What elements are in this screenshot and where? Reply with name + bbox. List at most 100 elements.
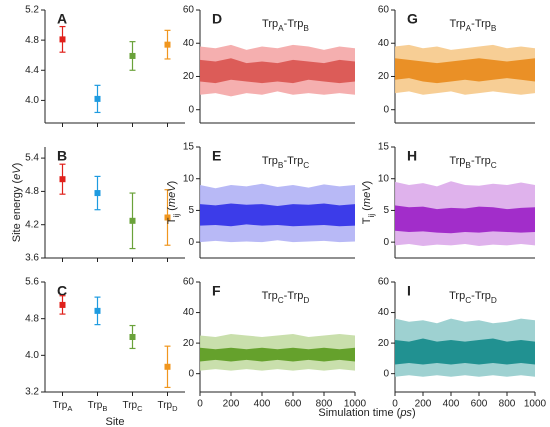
point <box>129 334 136 340</box>
y-tick-label: 20 <box>378 338 390 349</box>
text-part: Trp <box>262 155 278 167</box>
panel-title: TrpC-TrpD <box>449 290 497 305</box>
text-part: -Trp <box>284 18 304 30</box>
point <box>94 307 101 314</box>
text-part: ) <box>11 163 23 167</box>
band <box>395 58 535 84</box>
panel-title: TrpB-TrpC <box>262 155 309 170</box>
text-part: meV <box>361 183 373 207</box>
text-part: B <box>465 161 471 170</box>
text-part: D <box>172 404 178 413</box>
text-part: ) <box>361 181 373 185</box>
x-axis-label: Site <box>106 416 125 427</box>
point <box>94 190 101 197</box>
y-tick-label: 3.6 <box>25 253 39 264</box>
text-part: -Trp <box>283 155 303 167</box>
point <box>129 217 136 224</box>
x-tick-label: 600 <box>471 399 488 410</box>
y-tick-label: 4.0 <box>25 350 39 361</box>
text-part: Trp <box>262 290 278 302</box>
band <box>200 347 355 362</box>
x-tick-label: TrpA <box>53 400 73 414</box>
y-tick-label: 20 <box>183 71 195 82</box>
y-tick-label: 15 <box>183 142 195 153</box>
text-part: Trp <box>53 400 68 411</box>
point <box>164 214 171 221</box>
text-part: Trp <box>449 290 465 302</box>
text-part: Site energy ( <box>11 180 23 243</box>
x-tick-label: 0 <box>197 399 203 410</box>
y-tick-label: 40 <box>378 38 390 49</box>
point <box>94 95 101 102</box>
text-part: C <box>137 404 143 413</box>
y-axis-label: Site energy (eV) <box>11 163 23 243</box>
y-tick-label: 0 <box>383 368 389 379</box>
panel-title: TrpA-TrpB <box>262 18 309 33</box>
text-part: B <box>491 24 497 33</box>
text-part: D <box>491 296 497 305</box>
x-tick-label: 800 <box>316 399 333 410</box>
band <box>395 338 535 365</box>
panel-title: TrpC-TrpD <box>262 290 310 305</box>
x-tick-label: TrpD <box>157 400 178 414</box>
panel-title: TrpB-TrpC <box>449 155 496 170</box>
y-tick-label: 20 <box>378 71 390 82</box>
y-tick-label: 10 <box>378 173 390 184</box>
x-tick-label: 1000 <box>524 399 547 410</box>
text-part: C <box>491 161 497 170</box>
text-part: B <box>303 24 309 33</box>
text-part: T <box>166 217 178 224</box>
point <box>164 41 171 48</box>
text-part: meV <box>166 183 178 207</box>
text-part: A <box>278 24 284 33</box>
text-part: A <box>67 404 72 413</box>
y-tick-label: 40 <box>378 307 390 318</box>
band <box>200 58 355 84</box>
y-tick-label: 10 <box>183 173 195 184</box>
x-tick-label: 1000 <box>344 399 367 410</box>
text-part: D <box>303 296 309 305</box>
y-tick-label: 3.2 <box>25 387 39 398</box>
y-tick-label: 40 <box>183 307 195 318</box>
x-tick-label: 600 <box>285 399 302 410</box>
text-part: ps <box>399 407 412 419</box>
text-part: ( <box>166 207 178 214</box>
text-part: T <box>361 217 373 224</box>
y-tick-label: 4.2 <box>25 219 39 230</box>
panel-letter: F <box>212 283 221 299</box>
point <box>129 52 136 59</box>
y-tick-label: 5.6 <box>25 277 39 288</box>
text-part: ij <box>367 214 376 218</box>
y-tick-label: 20 <box>183 338 195 349</box>
text-part: -Trp <box>284 290 304 302</box>
text-part: ij <box>172 214 181 218</box>
text-part: Simulation time ( <box>318 407 400 419</box>
panel-letter: B <box>57 148 67 164</box>
y-tick-label: 4.8 <box>25 35 39 46</box>
y-tick-label: 5.2 <box>25 5 39 16</box>
y-tick-label: 0 <box>188 237 194 248</box>
y-tick-label: 60 <box>183 5 195 16</box>
text-part: -Trp <box>471 18 491 30</box>
y-tick-label: 4.0 <box>25 95 39 106</box>
y-tick-label: 5 <box>383 205 389 216</box>
text-part: Trp <box>88 400 103 411</box>
y-axis-label: Tij (meV) <box>361 181 376 224</box>
panel-letter: A <box>57 11 67 27</box>
text-part: ) <box>166 181 178 185</box>
y-tick-label: 5 <box>188 205 194 216</box>
text-part: ( <box>361 207 373 214</box>
text-part: -Trp <box>471 290 491 302</box>
y-tick-label: 0 <box>383 104 389 115</box>
panel-letter: E <box>212 148 221 164</box>
y-tick-label: 15 <box>378 142 390 153</box>
text-part: Trp <box>122 400 137 411</box>
panel-title: TrpA-TrpB <box>450 18 497 33</box>
y-tick-label: 60 <box>378 5 390 16</box>
x-tick-label: 400 <box>254 399 271 410</box>
point <box>59 176 66 183</box>
y-tick-label: 60 <box>183 277 195 288</box>
y-tick-label: 4.4 <box>25 65 39 76</box>
x-axis-label: Simulation time (ps) <box>318 407 415 419</box>
